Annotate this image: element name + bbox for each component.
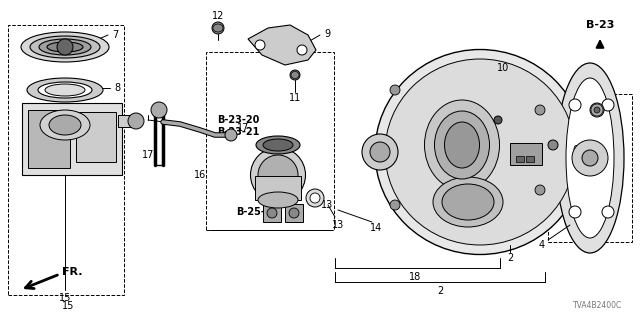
Circle shape bbox=[535, 105, 545, 115]
Text: 7: 7 bbox=[112, 30, 118, 40]
Circle shape bbox=[289, 208, 299, 218]
Bar bbox=[28, 110, 70, 168]
Circle shape bbox=[602, 99, 614, 111]
Ellipse shape bbox=[435, 111, 490, 179]
Text: 18: 18 bbox=[409, 272, 421, 282]
Bar bbox=[548, 94, 632, 242]
Text: 16: 16 bbox=[194, 170, 206, 180]
Text: 15: 15 bbox=[62, 301, 74, 311]
Text: 10: 10 bbox=[497, 63, 509, 73]
Bar bbox=[285, 204, 303, 222]
Circle shape bbox=[602, 206, 614, 218]
Bar bbox=[510, 143, 542, 165]
Ellipse shape bbox=[385, 59, 575, 245]
Ellipse shape bbox=[38, 82, 92, 98]
Circle shape bbox=[590, 103, 604, 117]
Text: 6: 6 bbox=[572, 145, 578, 155]
Text: 2: 2 bbox=[507, 253, 513, 263]
Bar bbox=[22, 103, 122, 175]
Ellipse shape bbox=[375, 50, 585, 254]
Ellipse shape bbox=[27, 78, 103, 102]
Ellipse shape bbox=[47, 42, 83, 52]
Bar bbox=[206, 52, 334, 230]
Circle shape bbox=[362, 134, 398, 170]
Ellipse shape bbox=[39, 39, 91, 55]
Circle shape bbox=[494, 116, 502, 124]
Ellipse shape bbox=[21, 32, 109, 62]
Text: 11: 11 bbox=[289, 93, 301, 103]
Circle shape bbox=[297, 45, 307, 55]
Ellipse shape bbox=[30, 36, 100, 58]
Circle shape bbox=[582, 150, 598, 166]
Text: B-23-21: B-23-21 bbox=[217, 127, 259, 137]
Text: 8: 8 bbox=[114, 83, 120, 93]
Text: 9: 9 bbox=[324, 29, 330, 39]
Circle shape bbox=[594, 107, 600, 113]
Text: TVA4B2400C: TVA4B2400C bbox=[573, 301, 623, 310]
Circle shape bbox=[57, 39, 73, 55]
Ellipse shape bbox=[258, 192, 298, 208]
Ellipse shape bbox=[263, 139, 293, 151]
Circle shape bbox=[390, 200, 400, 210]
Text: 4: 4 bbox=[539, 240, 545, 250]
Text: 17: 17 bbox=[237, 123, 249, 133]
Text: 14: 14 bbox=[370, 223, 382, 233]
Text: 13: 13 bbox=[332, 220, 344, 230]
Text: FR.: FR. bbox=[61, 267, 83, 277]
Circle shape bbox=[225, 129, 237, 141]
Text: 12: 12 bbox=[212, 11, 224, 21]
Circle shape bbox=[306, 189, 324, 207]
Ellipse shape bbox=[258, 155, 298, 195]
Circle shape bbox=[255, 40, 265, 50]
Bar bbox=[255, 176, 301, 200]
Text: 15: 15 bbox=[59, 293, 71, 303]
Ellipse shape bbox=[45, 84, 85, 96]
Ellipse shape bbox=[40, 110, 90, 140]
Text: 2: 2 bbox=[437, 286, 443, 296]
Polygon shape bbox=[248, 25, 316, 65]
Text: 13: 13 bbox=[321, 200, 333, 210]
Bar bbox=[8, 25, 124, 295]
Text: B-25-10: B-25-10 bbox=[236, 207, 278, 217]
Ellipse shape bbox=[556, 63, 624, 253]
Ellipse shape bbox=[256, 136, 300, 154]
Circle shape bbox=[569, 99, 581, 111]
Circle shape bbox=[212, 22, 224, 34]
Circle shape bbox=[569, 206, 581, 218]
Circle shape bbox=[548, 140, 558, 150]
Text: B-23: B-23 bbox=[586, 20, 614, 30]
Circle shape bbox=[390, 85, 400, 95]
Circle shape bbox=[310, 193, 320, 203]
Ellipse shape bbox=[424, 100, 499, 190]
Bar bbox=[76, 112, 116, 162]
Ellipse shape bbox=[442, 184, 494, 220]
Text: 17: 17 bbox=[142, 150, 154, 160]
Bar bbox=[516, 156, 524, 162]
Bar bbox=[263, 204, 281, 222]
Circle shape bbox=[572, 140, 608, 176]
Text: B-23-20: B-23-20 bbox=[217, 115, 259, 125]
Circle shape bbox=[128, 113, 144, 129]
Ellipse shape bbox=[445, 122, 479, 168]
Circle shape bbox=[370, 142, 390, 162]
Circle shape bbox=[535, 185, 545, 195]
Circle shape bbox=[290, 70, 300, 80]
Ellipse shape bbox=[566, 78, 614, 238]
Circle shape bbox=[151, 102, 167, 118]
Ellipse shape bbox=[49, 115, 81, 135]
Circle shape bbox=[267, 208, 277, 218]
Bar bbox=[118, 115, 136, 127]
Ellipse shape bbox=[250, 148, 305, 203]
Bar bbox=[526, 156, 534, 162]
Ellipse shape bbox=[433, 177, 503, 227]
